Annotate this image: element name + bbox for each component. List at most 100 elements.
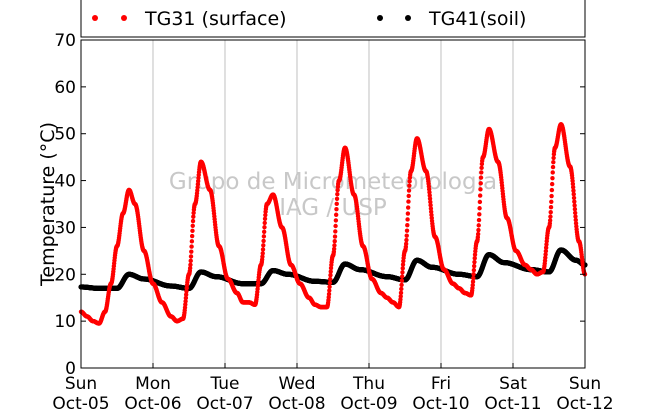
data-point [472,259,477,265]
data-point [572,210,578,216]
data-point [543,255,548,260]
data-point [572,199,577,204]
data-point [261,229,267,234]
data-point [573,214,578,219]
legend-marker-surface-2 [121,15,127,21]
data-point [573,217,578,223]
data-point [477,212,482,217]
data-point [260,247,266,252]
data-point [190,223,195,228]
data-point [406,199,411,204]
data-point [326,295,331,300]
data-point [398,294,403,299]
data-point [190,218,196,224]
series-soil-points [78,247,588,291]
data-point [333,223,338,229]
data-point [548,205,554,210]
x-tick-label-date: Oct-11 [484,394,541,409]
data-point [262,225,267,230]
x-tick-label-day: Fri [431,374,451,394]
data-point [261,243,266,248]
x-tick-label-date: Oct-08 [268,394,325,409]
data-point [543,245,549,250]
data-point [551,155,556,161]
data-point [334,206,339,212]
data-point [333,212,339,217]
data-point [399,286,404,292]
data-point [572,203,577,208]
y-tick-label: 70 [54,31,76,51]
data-point [470,279,476,284]
y-tick-label: 30 [54,218,76,238]
data-point [333,229,338,234]
data-point [471,263,477,269]
data-point [478,175,484,180]
data-point [549,199,554,204]
data-point [334,201,339,207]
data-point [543,248,549,254]
data-point [428,206,434,211]
data-point [261,234,267,239]
data-point [477,206,482,211]
data-point [407,183,412,188]
data-point [548,214,553,219]
data-point [406,188,412,193]
data-point [183,295,189,301]
data-point [478,187,483,192]
x-tick-label-day: Thu [352,374,385,394]
data-point [475,231,481,237]
x-tick-label-day: Wed [278,374,315,394]
x-tick-label-date: Oct-10 [412,394,469,409]
data-point [327,284,332,289]
watermark: Grupo de Micrometeorologia IAG / USP [169,169,497,221]
vertical-gridlines [152,40,514,368]
x-tick-label-date: Oct-12 [556,394,613,409]
data-point [327,280,333,286]
data-point [189,244,194,249]
data-point [572,206,578,212]
data-point [327,288,332,293]
data-point [189,249,194,254]
data-point [261,238,266,244]
legend-entry-soil: TG41(soil) [377,8,526,30]
data-point [327,276,333,282]
legend-marker-surface-1 [92,15,98,21]
data-point [191,214,196,219]
data-point [471,275,476,281]
data-point [475,235,481,240]
data-point [400,270,405,275]
data-point [549,193,554,199]
data-point [260,254,265,259]
watermark-line-2: IAG / USP [279,195,387,221]
data-point [548,210,553,215]
data-point [551,160,556,165]
data-point [332,234,338,239]
y-axis: 0 10 20 30 40 50 60 70 [54,31,585,379]
data-point [571,195,577,201]
x-tick-label-date: Oct-06 [124,394,181,409]
data-point [571,192,576,197]
data-point [403,241,409,247]
data-point [333,218,339,223]
data-point [195,182,201,187]
data-point [479,165,484,171]
data-point [183,302,188,307]
data-point [399,278,405,283]
data-point [471,271,476,277]
data-point [570,181,576,187]
data-point [471,267,477,273]
data-point [335,191,340,197]
y-tick-label: 50 [54,125,76,145]
y-tick-label: 0 [65,359,76,379]
x-tick-label-day: Sun [65,374,97,394]
data-point [550,175,555,181]
legend-label-surface: TG31 (surface) [144,8,287,30]
data-point [477,193,483,198]
data-point [571,188,576,193]
data-point [188,262,193,267]
data-point [404,228,410,233]
data-point [405,205,411,210]
data-point [405,217,410,222]
watermark-line-1: Grupo de Micrometeorologia [169,169,497,195]
data-point [189,239,195,244]
